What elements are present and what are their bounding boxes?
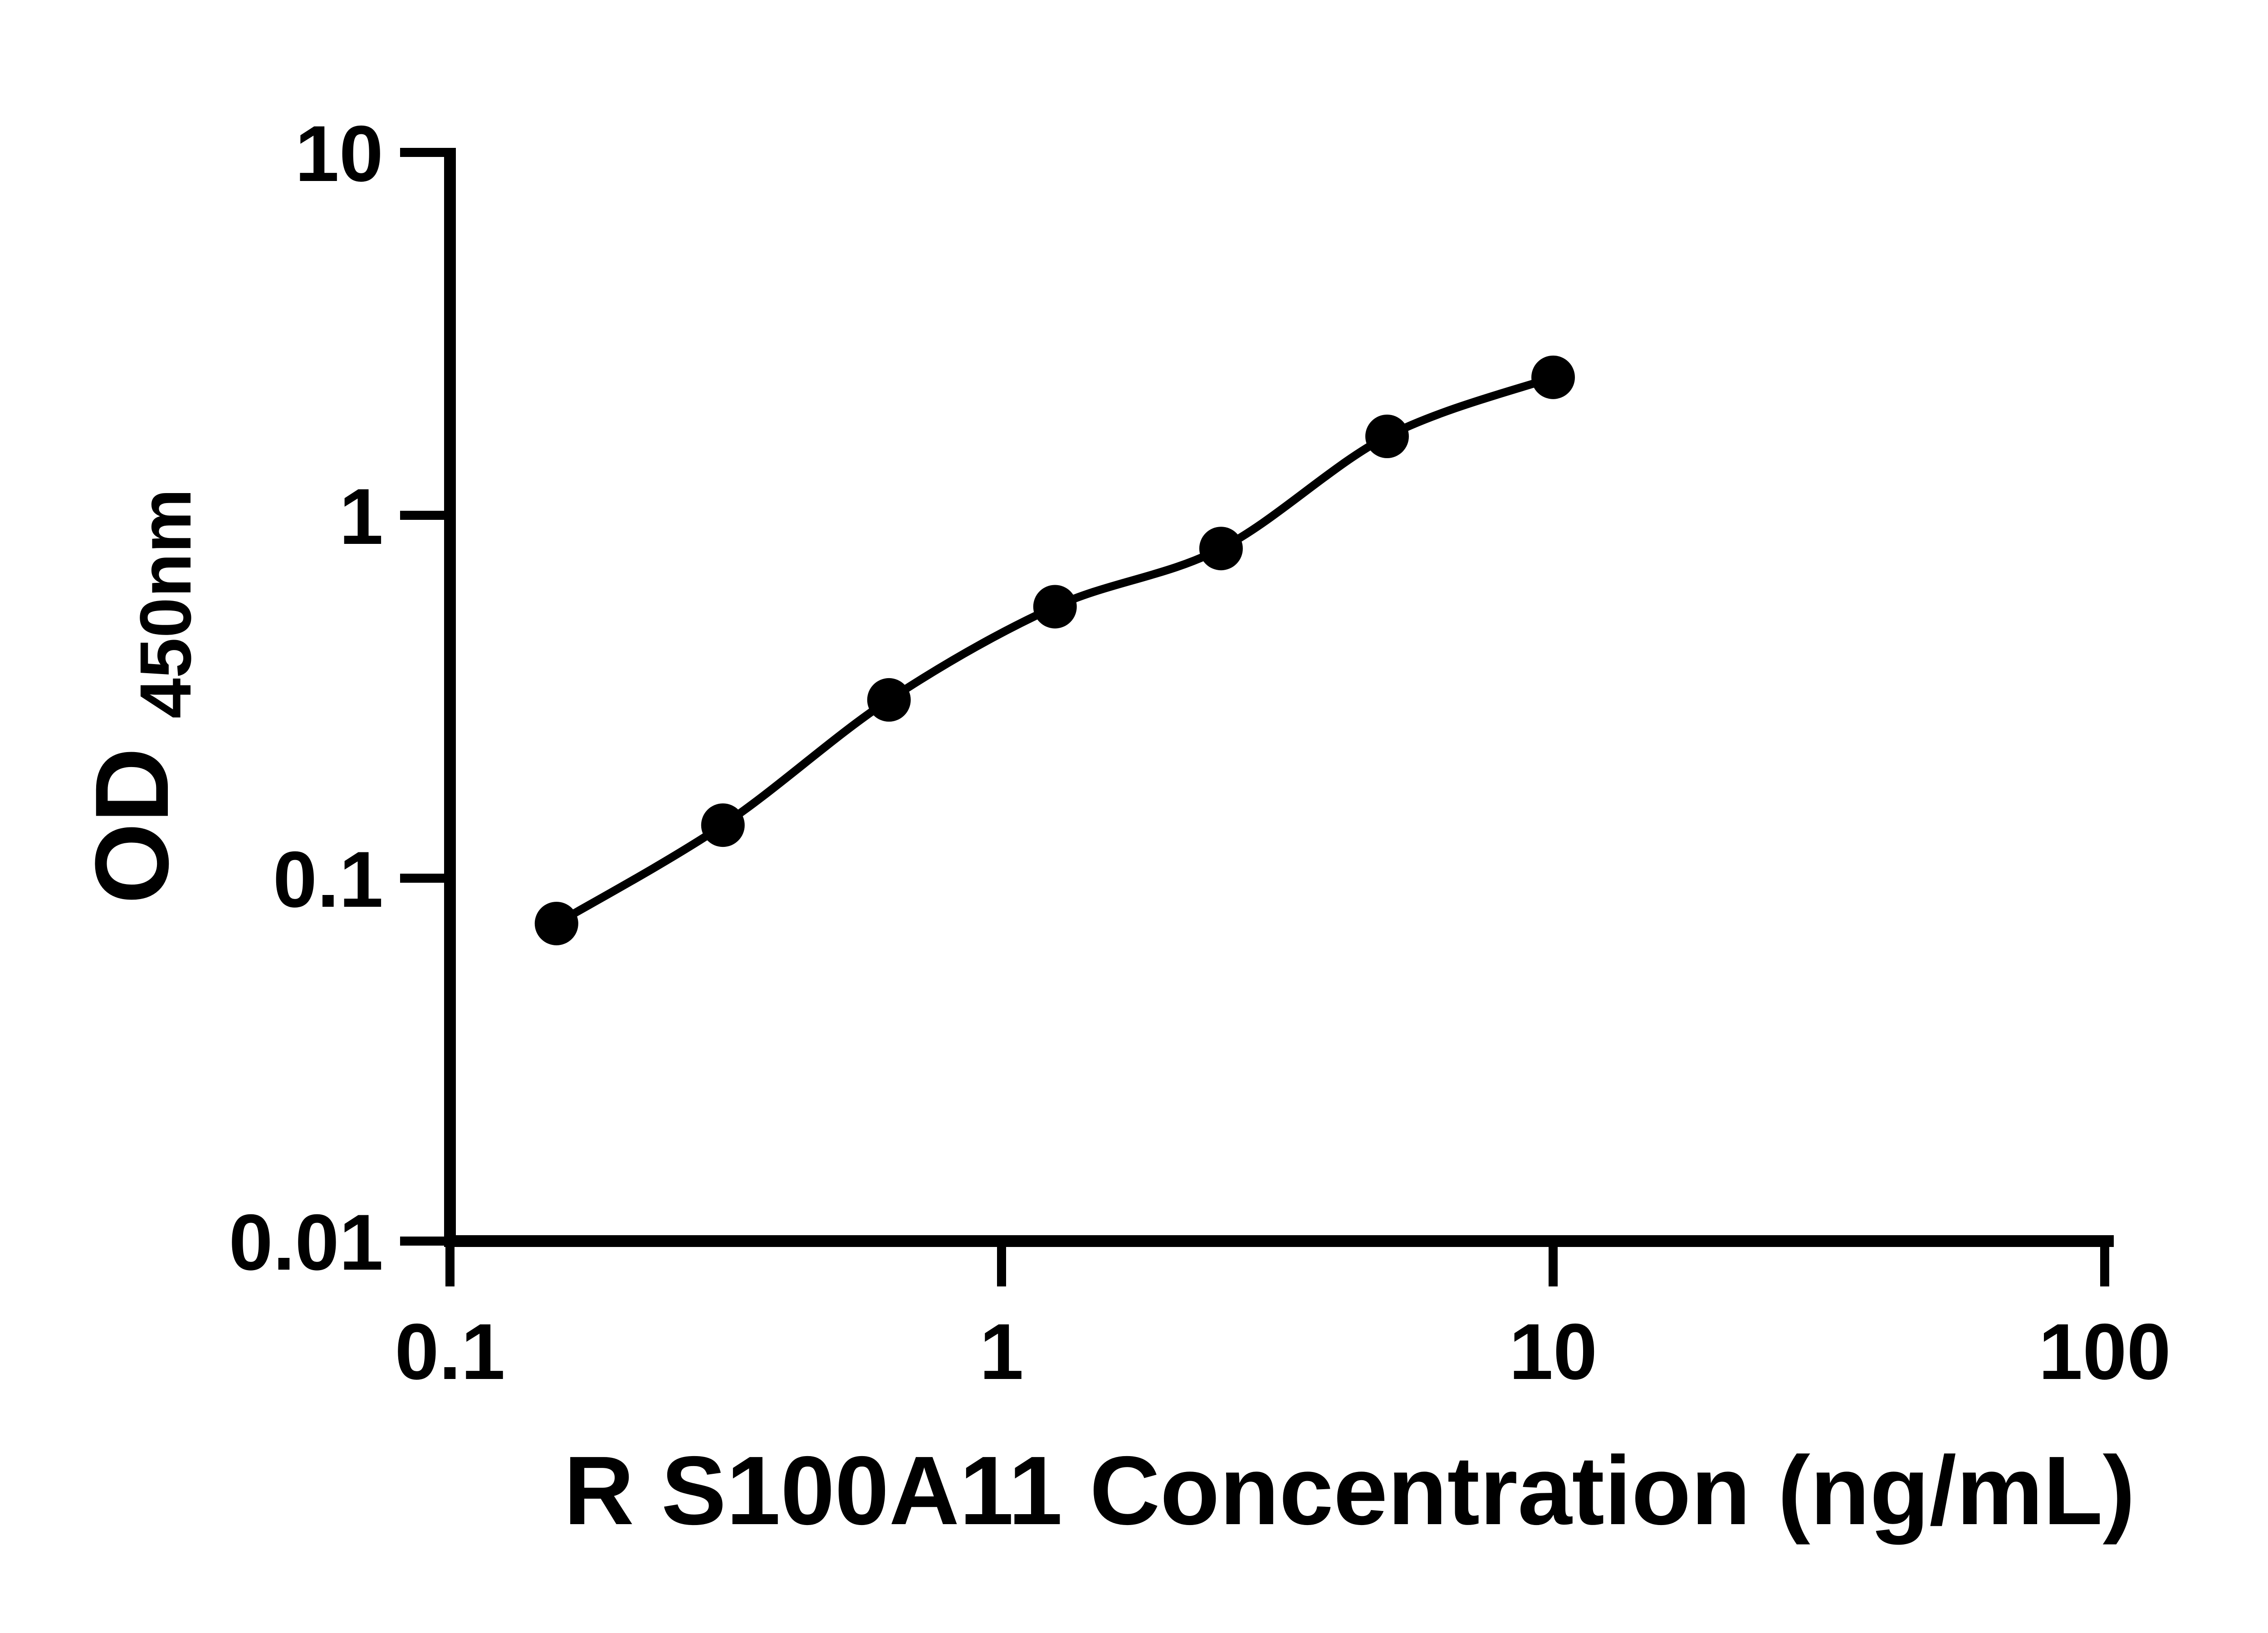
y-tick-label: 0.01 [229, 1198, 383, 1287]
data-point-marker [1033, 585, 1077, 629]
y-axis-title-main: OD [73, 748, 190, 904]
data-point-marker [867, 678, 911, 722]
y-axis-title: OD 450nm [73, 489, 206, 904]
data-point-marker [701, 803, 745, 847]
y-tick-label: 10 [295, 110, 383, 198]
data-point-marker [1199, 527, 1243, 571]
data-point-marker [534, 901, 578, 945]
data-point-marker [1365, 415, 1409, 459]
y-axis-title-subscript: 450nm [125, 489, 206, 719]
x-tick-label: 100 [2038, 1308, 2171, 1396]
data-point-marker [1531, 355, 1575, 399]
x-axis-title: R S100A11 Concentration (ng/mL) [564, 1436, 2135, 1545]
data-series [534, 355, 1575, 945]
fit-curve [554, 373, 1555, 927]
y-tick-label: 0.1 [273, 836, 383, 924]
x-tick-label: 0.1 [395, 1308, 505, 1396]
x-tick-label: 10 [1509, 1308, 1598, 1396]
y-tick-label: 1 [339, 473, 383, 561]
x-tick-label: 1 [979, 1308, 1023, 1396]
